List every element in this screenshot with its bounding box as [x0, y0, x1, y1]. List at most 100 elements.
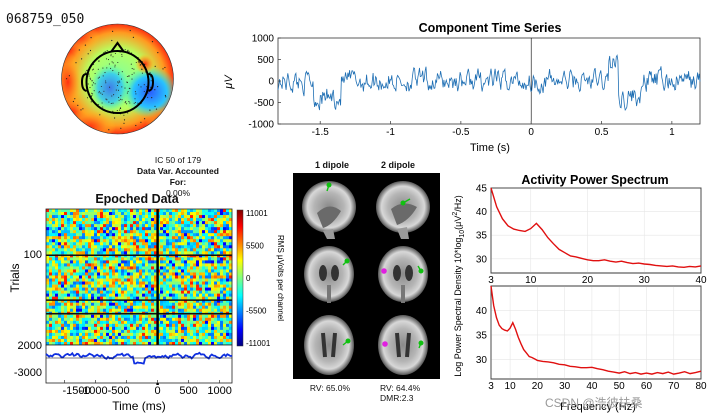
erp-image-cell — [85, 269, 89, 273]
erp-image-cell — [118, 221, 122, 225]
erp-image-cell — [67, 305, 71, 310]
erp-image-cell — [163, 317, 167, 322]
erp-image-cell — [79, 230, 83, 234]
erp-image-cell — [187, 338, 191, 343]
erp-image-cell — [184, 218, 188, 222]
colorbar — [236, 209, 244, 347]
erp-image-cell — [46, 224, 50, 228]
erp-image-cell — [97, 317, 101, 322]
erp-image-cell — [154, 281, 158, 285]
erp-image-cell — [196, 329, 200, 334]
electrode-dot — [140, 68, 143, 70]
erp-image-cell — [58, 215, 62, 219]
erp-image-cell — [193, 323, 197, 328]
electrode-dot — [134, 91, 136, 93]
erp-image-cell — [73, 329, 77, 334]
erp-image-cell — [160, 272, 164, 276]
erp-image-cell — [226, 227, 230, 231]
erp-image-cell — [202, 242, 206, 246]
erp-image-cell — [55, 272, 59, 276]
erp-image-cell — [169, 326, 173, 331]
erp-image-cell — [76, 287, 80, 291]
erp-image-cell — [85, 224, 89, 228]
erp-image-cell — [163, 272, 167, 276]
erp-image-cell — [97, 326, 101, 331]
erp-image-cell — [82, 236, 86, 240]
erp-image-cell — [145, 233, 149, 237]
erp-image-cell — [97, 266, 101, 270]
erp-image-cell — [172, 257, 176, 261]
erp-image-cell — [130, 266, 134, 270]
erp-image-cell — [82, 290, 86, 294]
erp-image-cell — [100, 284, 104, 288]
erp-image-cell — [205, 299, 209, 303]
erp-image-cell — [178, 218, 182, 222]
electrode-dot — [132, 36, 134, 38]
erp-image-cell — [178, 323, 182, 328]
erp-image-cell — [130, 230, 134, 234]
electrode-dot — [141, 72, 143, 74]
erp-image-cell — [58, 248, 62, 252]
coronal-slice-2 — [378, 246, 428, 303]
erp-image-cell — [193, 272, 197, 276]
electrode-dot — [112, 56, 114, 58]
erp-image-cell — [139, 233, 143, 237]
chart-title: Activity Power Spectrum — [521, 173, 668, 187]
erp-image-cell — [181, 266, 185, 270]
erp-image-cell — [58, 236, 62, 240]
x-axis-label: Time (s) — [470, 142, 510, 154]
erp-image-cell — [145, 278, 149, 282]
erp-image-cell — [73, 308, 77, 313]
erp-image-cell — [184, 302, 188, 307]
erp-image-cell — [193, 236, 197, 240]
erp-image-cell — [190, 260, 194, 264]
erp-image-cell — [115, 242, 119, 246]
erp-image-cell — [190, 338, 194, 343]
erp-image-cell — [46, 305, 50, 310]
electrode-dot — [147, 96, 149, 98]
erp-image-cell — [100, 341, 104, 346]
erp-image-cell — [64, 248, 68, 252]
erp-image-cell — [229, 251, 233, 255]
erp-image-cell — [127, 263, 131, 267]
erp-image-cell — [94, 281, 98, 285]
erp-image-cell — [127, 335, 131, 340]
erp-image-cell — [103, 221, 107, 225]
erp-image-cell — [136, 296, 140, 300]
erp-image-cell — [94, 338, 98, 343]
erp-image-cell — [103, 257, 107, 261]
erp-image-cell — [58, 281, 62, 285]
erp-image-cell — [124, 281, 128, 285]
erp-image-cell — [193, 266, 197, 270]
erp-image-cell — [91, 263, 95, 267]
erp-image-cell — [199, 251, 203, 255]
erp-image-cell — [172, 305, 176, 310]
erp-image-cell — [142, 239, 146, 243]
erp-image-cell — [151, 266, 155, 270]
erp-image-cell — [175, 257, 179, 261]
erp-image-cell — [163, 233, 167, 237]
erp-image-cell — [67, 230, 71, 234]
erp-image-cell — [142, 323, 146, 328]
erp-image-cell — [49, 215, 53, 219]
erp-image-cell — [139, 230, 143, 234]
erp-image-cell — [148, 338, 152, 343]
erp-image-cell — [64, 212, 68, 216]
erp-image-cell — [133, 227, 137, 231]
erp-image-cell — [217, 275, 221, 279]
erp-image-cell — [181, 293, 185, 297]
erp-image-cell — [121, 320, 125, 325]
x-tick-label: 0 — [155, 385, 161, 397]
erp-image-cell — [196, 224, 200, 228]
electrode-dot — [119, 107, 122, 109]
erp-image-cell — [199, 332, 203, 337]
erp-image-cell — [52, 275, 56, 279]
erp-image-cell — [202, 284, 206, 288]
erp-image-cell — [214, 263, 218, 267]
erp-image-cell — [79, 266, 83, 270]
erp-image-cell — [97, 215, 101, 219]
erp-image-cell — [142, 248, 146, 252]
erp-image-cell — [196, 233, 200, 237]
erp-image-cell — [214, 290, 218, 294]
erp-image-cell — [127, 329, 131, 334]
